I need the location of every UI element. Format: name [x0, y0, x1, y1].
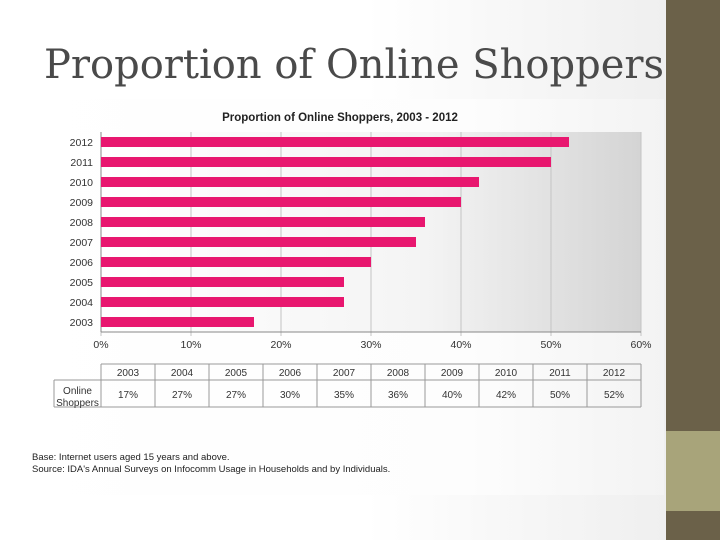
bar: [101, 277, 344, 287]
table-value-cell: 52%: [604, 390, 624, 401]
x-tick-label: 30%: [360, 339, 381, 351]
y-tick-label: 2011: [70, 157, 93, 169]
chart-title: Proportion of Online Shoppers, 2003 - 20…: [222, 112, 458, 124]
side-decoration-accent: [666, 431, 720, 511]
source-note: Source: IDA's Annual Surveys on Infocomm…: [32, 464, 391, 475]
table-year-header: 2004: [171, 368, 194, 379]
table-value-cell: 27%: [172, 390, 192, 401]
y-tick-label: 2003: [70, 317, 94, 329]
y-tick-label: 2005: [70, 277, 94, 289]
y-tick-label: 2004: [70, 297, 94, 309]
table-year-header: 2005: [225, 368, 248, 379]
bar: [101, 297, 344, 307]
bar: [101, 177, 479, 187]
bar: [101, 317, 254, 327]
x-tick-label: 40%: [450, 339, 471, 351]
bar: [101, 217, 425, 227]
table-value-cell: 40%: [442, 390, 462, 401]
x-tick-label: 20%: [270, 339, 291, 351]
table-year-header: 2003: [117, 368, 140, 379]
y-tick-label: 2009: [70, 197, 94, 209]
bar: [101, 137, 569, 147]
bar: [101, 157, 551, 167]
bar: [101, 197, 461, 207]
table-row-label: Online: [63, 386, 92, 397]
y-tick-label: 2006: [70, 257, 94, 269]
x-tick-label: 0%: [93, 339, 108, 351]
bar: [101, 257, 371, 267]
table-year-header: 2006: [279, 368, 302, 379]
table-value-cell: 17%: [118, 390, 138, 401]
chart-notes: Base: Internet users aged 15 years and a…: [32, 452, 390, 476]
table-value-cell: 36%: [388, 390, 408, 401]
bar-chart: Proportion of Online Shoppers, 2003 - 20…: [53, 112, 652, 409]
bar: [101, 237, 416, 247]
y-tick-label: 2007: [70, 237, 94, 249]
chart-panel: Proportion of Online Shoppers, 2003 - 20…: [14, 99, 664, 495]
x-tick-label: 60%: [630, 339, 651, 351]
table-value-cell: 30%: [280, 390, 300, 401]
x-tick-label: 10%: [180, 339, 201, 351]
table-year-header: 2008: [387, 368, 410, 379]
table-row-label: Shoppers: [56, 398, 99, 409]
table-value-cell: 42%: [496, 390, 516, 401]
table-year-header: 2007: [333, 368, 356, 379]
table-year-header: 2011: [549, 368, 571, 379]
y-tick-label: 2008: [70, 217, 94, 229]
table-year-header: 2012: [603, 368, 626, 379]
table-value-cell: 50%: [550, 390, 570, 401]
slide-title: Proportion of Online Shoppers: [44, 42, 665, 88]
y-tick-label: 2012: [70, 137, 94, 149]
table-year-header: 2009: [441, 368, 464, 379]
table-year-header: 2010: [495, 368, 518, 379]
base-note: Base: Internet users aged 15 years and a…: [32, 452, 230, 463]
table-value-cell: 35%: [334, 390, 354, 401]
y-tick-label: 2010: [70, 177, 94, 189]
x-tick-label: 50%: [540, 339, 561, 351]
table-value-cell: 27%: [226, 390, 246, 401]
